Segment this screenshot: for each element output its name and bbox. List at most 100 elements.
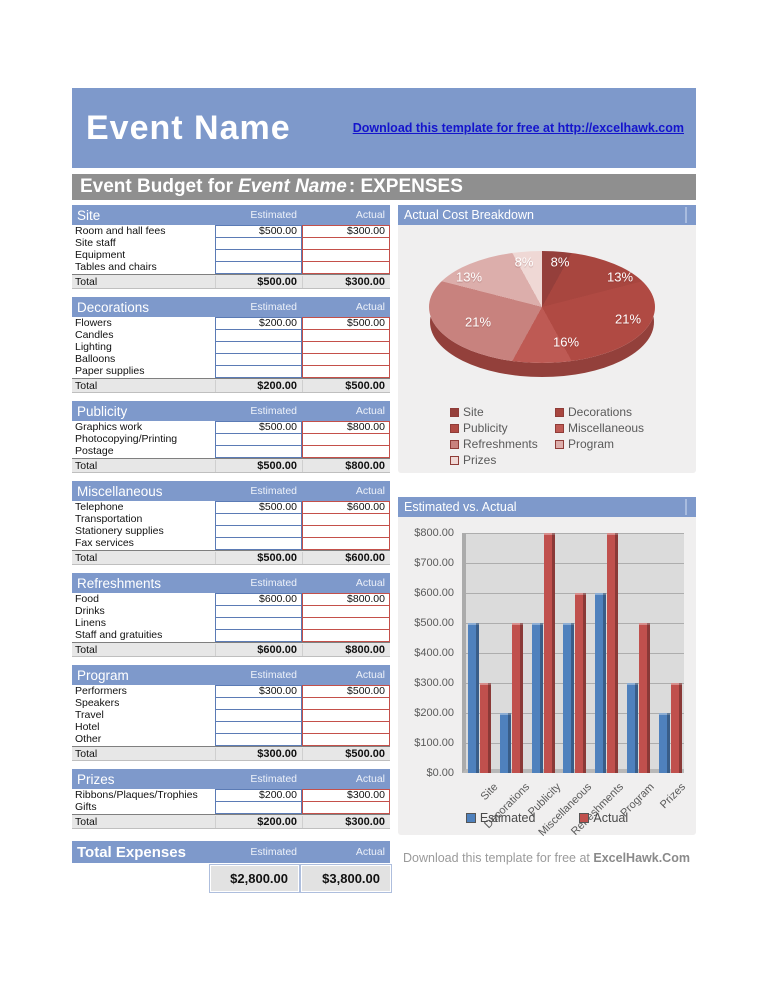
- y-tick-label: $300.00: [414, 677, 454, 689]
- row-label: Telephone: [75, 501, 124, 513]
- footer-text: Download this template for free at: [403, 851, 594, 865]
- bar-legend-label: Actual: [593, 811, 629, 825]
- pie-legend-item-prizes: Prizes: [450, 453, 555, 467]
- pie-chart-legend: Site Decorations Publicity Miscellaneous Ref…: [450, 405, 675, 467]
- table-row: Tables and chairs: [72, 261, 390, 274]
- y-tick-label: $0.00: [426, 767, 454, 779]
- bar-groups: [468, 533, 682, 773]
- estimated-cell: [215, 801, 302, 814]
- row-label: Postage: [75, 445, 114, 457]
- row-label: Food: [75, 593, 99, 605]
- estimated-column-header: Estimated: [250, 577, 297, 589]
- pie-legend-label: Site: [463, 405, 484, 419]
- pie-legend-item-decorations: Decorations: [555, 405, 675, 419]
- row-label: Linens: [75, 617, 106, 629]
- row-label: Drinks: [75, 605, 105, 617]
- actual-column-header: Actual: [355, 405, 385, 417]
- actual-column-header: Actual: [355, 773, 385, 785]
- row-label: Flowers: [75, 317, 112, 329]
- gridline: [466, 743, 684, 744]
- table-row: Room and hall fees $500.00 $300.00: [72, 225, 390, 238]
- estimated-bar: [563, 623, 575, 773]
- table-row: Flowers $200.00 $500.00: [72, 317, 390, 330]
- section-name: Miscellaneous: [77, 483, 163, 499]
- subtitle-prefix: Event Budget for: [80, 176, 234, 197]
- pie-legend-item-site: Site: [450, 405, 555, 419]
- row-label: Photocopying/Printing: [75, 433, 178, 445]
- bar-legend-swatch: [465, 813, 476, 823]
- estimated-column-header: Estimated: [250, 209, 297, 221]
- row-label: Performers: [75, 685, 127, 697]
- bar-legend-label: Estimated: [479, 811, 536, 825]
- gridline: [466, 593, 684, 594]
- total-label: Total: [75, 459, 98, 472]
- total-actual-value: $800.00: [302, 643, 390, 656]
- gridline: [466, 713, 684, 714]
- pie-legend-item-program: Program: [555, 437, 675, 451]
- budget-section-publicity: Publicity Estimated Actual Graphics work $50…: [72, 401, 390, 473]
- budget-tables-column: Site Estimated Actual Room and hall fees $50…: [72, 205, 392, 899]
- x-category-text: Prizes: [658, 781, 689, 812]
- total-actual-value: $500.00: [302, 747, 390, 760]
- total-expenses-values: $2,800.00 $3,800.00: [72, 864, 392, 893]
- table-row: Linens: [72, 617, 390, 630]
- actual-bar: [639, 623, 651, 773]
- table-row: Stationery supplies: [72, 525, 390, 538]
- row-label: Balloons: [75, 353, 116, 365]
- total-expenses-section: Total Expenses Estimated Actual $2,800.0…: [72, 841, 392, 893]
- footer-note[interactable]: Download this template for free at Excel…: [398, 851, 696, 865]
- section-header: Publicity Estimated Actual: [72, 401, 390, 421]
- actual-bar: [575, 593, 587, 773]
- budget-section-miscellaneous: Miscellaneous Estimated Actual Telephone $50…: [72, 481, 390, 565]
- row-label: Site staff: [75, 237, 116, 249]
- bar-chart-header: Estimated vs. Actual: [398, 497, 696, 517]
- pie-chart-header: Actual Cost Breakdown: [398, 205, 696, 225]
- y-tick-label: $100.00: [414, 737, 454, 749]
- pie-slice-label-site: 8%: [550, 254, 570, 270]
- page-content: Event Name Download this template for fr…: [72, 88, 696, 899]
- section-name: Decorations: [77, 299, 150, 315]
- actual-column-header: Actual: [355, 669, 385, 681]
- total-label: Total: [75, 551, 98, 564]
- section-total-row: Total $500.00 $300.00: [72, 274, 390, 289]
- section-header: Site Estimated Actual: [72, 205, 390, 225]
- pie-legend-item-refreshments: Refreshments: [450, 437, 555, 451]
- total-actual-value: $300.00: [302, 275, 390, 288]
- estimated-column-header: Estimated: [250, 669, 297, 681]
- table-row: Postage: [72, 445, 390, 458]
- pie-legend-swatch: [555, 439, 564, 449]
- pie-slice-label-miscellaneous: 16%: [552, 334, 580, 350]
- total-estimated-value: $600.00: [215, 643, 302, 656]
- section-total-row: Total $500.00 $800.00: [72, 458, 390, 473]
- actual-cell: [302, 365, 390, 378]
- pie-legend-swatch: [555, 423, 564, 433]
- table-row: Telephone $500.00 $600.00: [72, 501, 390, 514]
- estimated-column-header: Estimated: [250, 405, 297, 417]
- gridline: [466, 683, 684, 684]
- row-label: Travel: [75, 709, 104, 721]
- bar-chart-legend: Estimated Actual: [398, 811, 696, 825]
- pie-legend-label: Refreshments: [463, 437, 538, 451]
- y-tick-label: $200.00: [414, 707, 454, 719]
- estimated-column-header: Estimated: [250, 846, 297, 858]
- estimated-cell: [215, 537, 302, 550]
- pie-legend-swatch: [450, 439, 459, 449]
- y-tick-label: $700.00: [414, 557, 454, 569]
- total-label: Total: [75, 815, 98, 828]
- actual-column-header: Actual: [355, 577, 385, 589]
- bar-chart-title: Estimated vs. Actual: [404, 500, 517, 514]
- section-name: Program: [77, 667, 129, 683]
- pie-legend-item-publicity: Publicity: [450, 421, 555, 435]
- row-label: Equipment: [75, 249, 126, 261]
- total-actual-value: $300.00: [302, 815, 390, 828]
- section-name: Publicity: [77, 403, 128, 419]
- estimated-column-header: Estimated: [250, 773, 297, 785]
- bar-group-miscellaneous: [563, 593, 587, 773]
- event-name-title: Event Name: [86, 108, 291, 147]
- estimated-column-header: Estimated: [250, 485, 297, 497]
- pie-slice-label-decorations: 13%: [606, 269, 634, 285]
- total-actual-value: $800.00: [302, 459, 390, 472]
- total-estimated-value: $500.00: [215, 459, 302, 472]
- download-template-link[interactable]: Download this template for free at http:…: [352, 121, 684, 135]
- table-row: Ribbons/Plaques/Trophies $200.00 $300.00: [72, 789, 390, 802]
